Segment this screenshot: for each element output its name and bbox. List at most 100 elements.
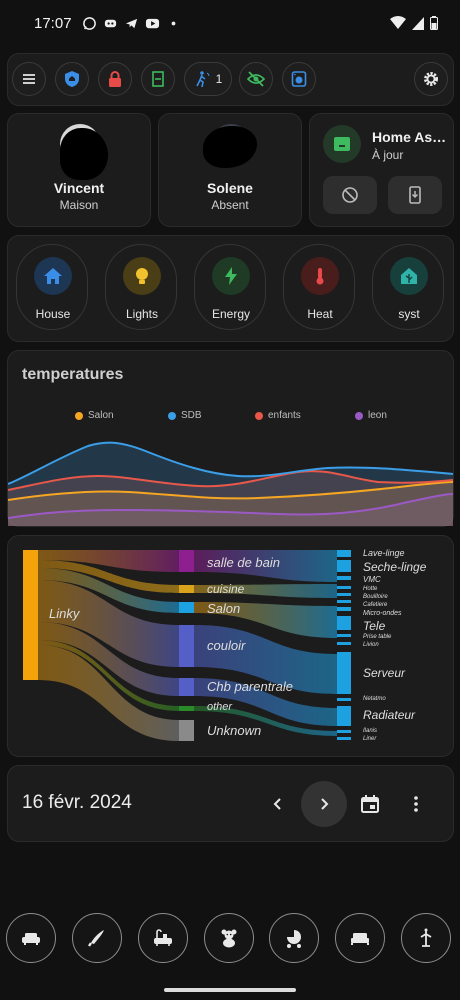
- area-syst[interactable]: syst: [372, 244, 444, 330]
- node-netatmo: [337, 698, 351, 701]
- node-hotte: [337, 586, 351, 589]
- avatar-redaction: [203, 126, 257, 168]
- node-seche-linge: [337, 560, 351, 572]
- signal-icon: [412, 16, 424, 30]
- teddy-bear-button[interactable]: [204, 913, 254, 963]
- calendar-button[interactable]: [354, 788, 386, 820]
- install-button[interactable]: [388, 176, 442, 214]
- menu-icon: [23, 74, 35, 84]
- dot-icon: [171, 21, 175, 25]
- sankey-label-device: Cafetiere: [363, 602, 388, 608]
- bathtub-button[interactable]: [138, 913, 188, 963]
- sankey-label-device: Radiateur: [363, 708, 416, 722]
- more-options-button[interactable]: [400, 788, 432, 820]
- area-icon-bg: [34, 257, 72, 295]
- node-couloir: [179, 625, 194, 667]
- status-time: 17:07: [34, 14, 72, 32]
- sankey-label-device: Prise table: [363, 634, 392, 640]
- person-card-vincent[interactable]: Vincent Maison: [7, 113, 151, 227]
- legend-item-salon[interactable]: Salon: [75, 410, 114, 421]
- telegram-icon: [125, 18, 137, 28]
- area-heat[interactable]: Heat: [283, 244, 355, 330]
- flow-linky-couloir: [38, 580, 179, 667]
- legend-item-enfants[interactable]: enfants: [255, 410, 301, 421]
- lock-icon: [109, 71, 121, 87]
- legend-label: leon: [368, 410, 387, 421]
- node-ilanis: [337, 730, 351, 733]
- door-chip[interactable]: [141, 62, 175, 96]
- flow-linky-other: [38, 640, 179, 711]
- home-assistant-card[interactable]: Home As… À jour: [309, 113, 454, 227]
- flow-sdb-devices: [194, 550, 337, 582]
- node-cuisine: [179, 585, 194, 593]
- series-leon-area: [8, 494, 453, 526]
- motion-chip[interactable]: 1: [184, 62, 232, 96]
- stroller-button[interactable]: [269, 913, 319, 963]
- legend-dot: [75, 411, 83, 420]
- sankey-label-room: Salon: [207, 601, 241, 616]
- series-sdb-line: [8, 441, 453, 485]
- knife-button[interactable]: [72, 913, 122, 963]
- avatar-redaction: [60, 128, 108, 180]
- node-other: [179, 706, 194, 711]
- flow-chb-devices: [194, 678, 337, 726]
- area-energy[interactable]: Energy: [194, 244, 266, 330]
- area-house[interactable]: House: [16, 244, 88, 330]
- bed-icon: [351, 933, 369, 945]
- node-unknown: [179, 720, 194, 741]
- phone-download-icon: [409, 186, 421, 204]
- bed-button[interactable]: [335, 913, 385, 963]
- sankey-label-device: Netatmo: [363, 696, 386, 702]
- flow-linky-cuisine: [38, 560, 179, 593]
- sankey-label-device: Micro-ondes: [363, 610, 402, 617]
- flow-linky-salon: [38, 568, 179, 613]
- date-display: 16 févr. 2024: [22, 792, 132, 813]
- legend-dot: [255, 411, 263, 420]
- area-lights[interactable]: Lights: [105, 244, 177, 330]
- legend-label: enfants: [268, 410, 301, 421]
- area-icon-bg: [123, 257, 161, 295]
- eye-off-chip[interactable]: [239, 62, 273, 96]
- youtube-icon: [145, 18, 159, 28]
- gear-icon: [424, 72, 438, 86]
- flow-couloir-devices: [194, 625, 337, 694]
- legend-label: Salon: [88, 410, 114, 421]
- sankey-label-room: Unknown: [207, 723, 262, 738]
- person-name: Vincent: [53, 180, 105, 196]
- temperature-plot: [8, 441, 453, 526]
- sankey-label-device: Livion: [363, 642, 379, 648]
- system-icons: [390, 16, 438, 30]
- chevron-left-icon: [273, 798, 281, 810]
- shield-home-chip[interactable]: [55, 62, 89, 96]
- node-bouilloire: [337, 593, 351, 596]
- sankey-label-device: Bouilloire: [363, 594, 388, 600]
- sofa-button[interactable]: [6, 913, 56, 963]
- next-day-button[interactable]: [301, 781, 347, 827]
- series-salon-line: [8, 481, 453, 501]
- door-closed-icon: [152, 71, 164, 87]
- node-livion: [337, 642, 351, 645]
- person-card-solene[interactable]: Solene Absent: [158, 113, 302, 227]
- skip-button[interactable]: [323, 176, 377, 214]
- sankey-label-room: Chb parentrale: [207, 679, 293, 694]
- settings-button[interactable]: [414, 62, 448, 96]
- legend-item-sdb[interactable]: SDB: [168, 410, 202, 421]
- lock-chip[interactable]: [98, 62, 132, 96]
- node-liner: [337, 737, 351, 740]
- home-indicator[interactable]: [164, 988, 296, 992]
- previous-day-button[interactable]: [262, 788, 294, 820]
- legend-dot: [355, 411, 363, 420]
- legend-label: SDB: [181, 410, 202, 421]
- eye-off-icon: [247, 71, 265, 87]
- washer-chip[interactable]: [282, 62, 316, 96]
- menu-button[interactable]: [12, 62, 46, 96]
- coat-rack-button[interactable]: [401, 913, 451, 963]
- legend-item-leon[interactable]: leon: [355, 410, 387, 421]
- update-icon: [334, 137, 350, 151]
- sankey-label-device: Liner: [363, 736, 377, 742]
- sofa-icon: [22, 933, 40, 945]
- sankey-label-device: Lave-linge: [363, 548, 405, 558]
- node-linky: [23, 550, 38, 680]
- ha-icon-badge: [323, 125, 361, 163]
- series-enfants-line: [8, 470, 453, 491]
